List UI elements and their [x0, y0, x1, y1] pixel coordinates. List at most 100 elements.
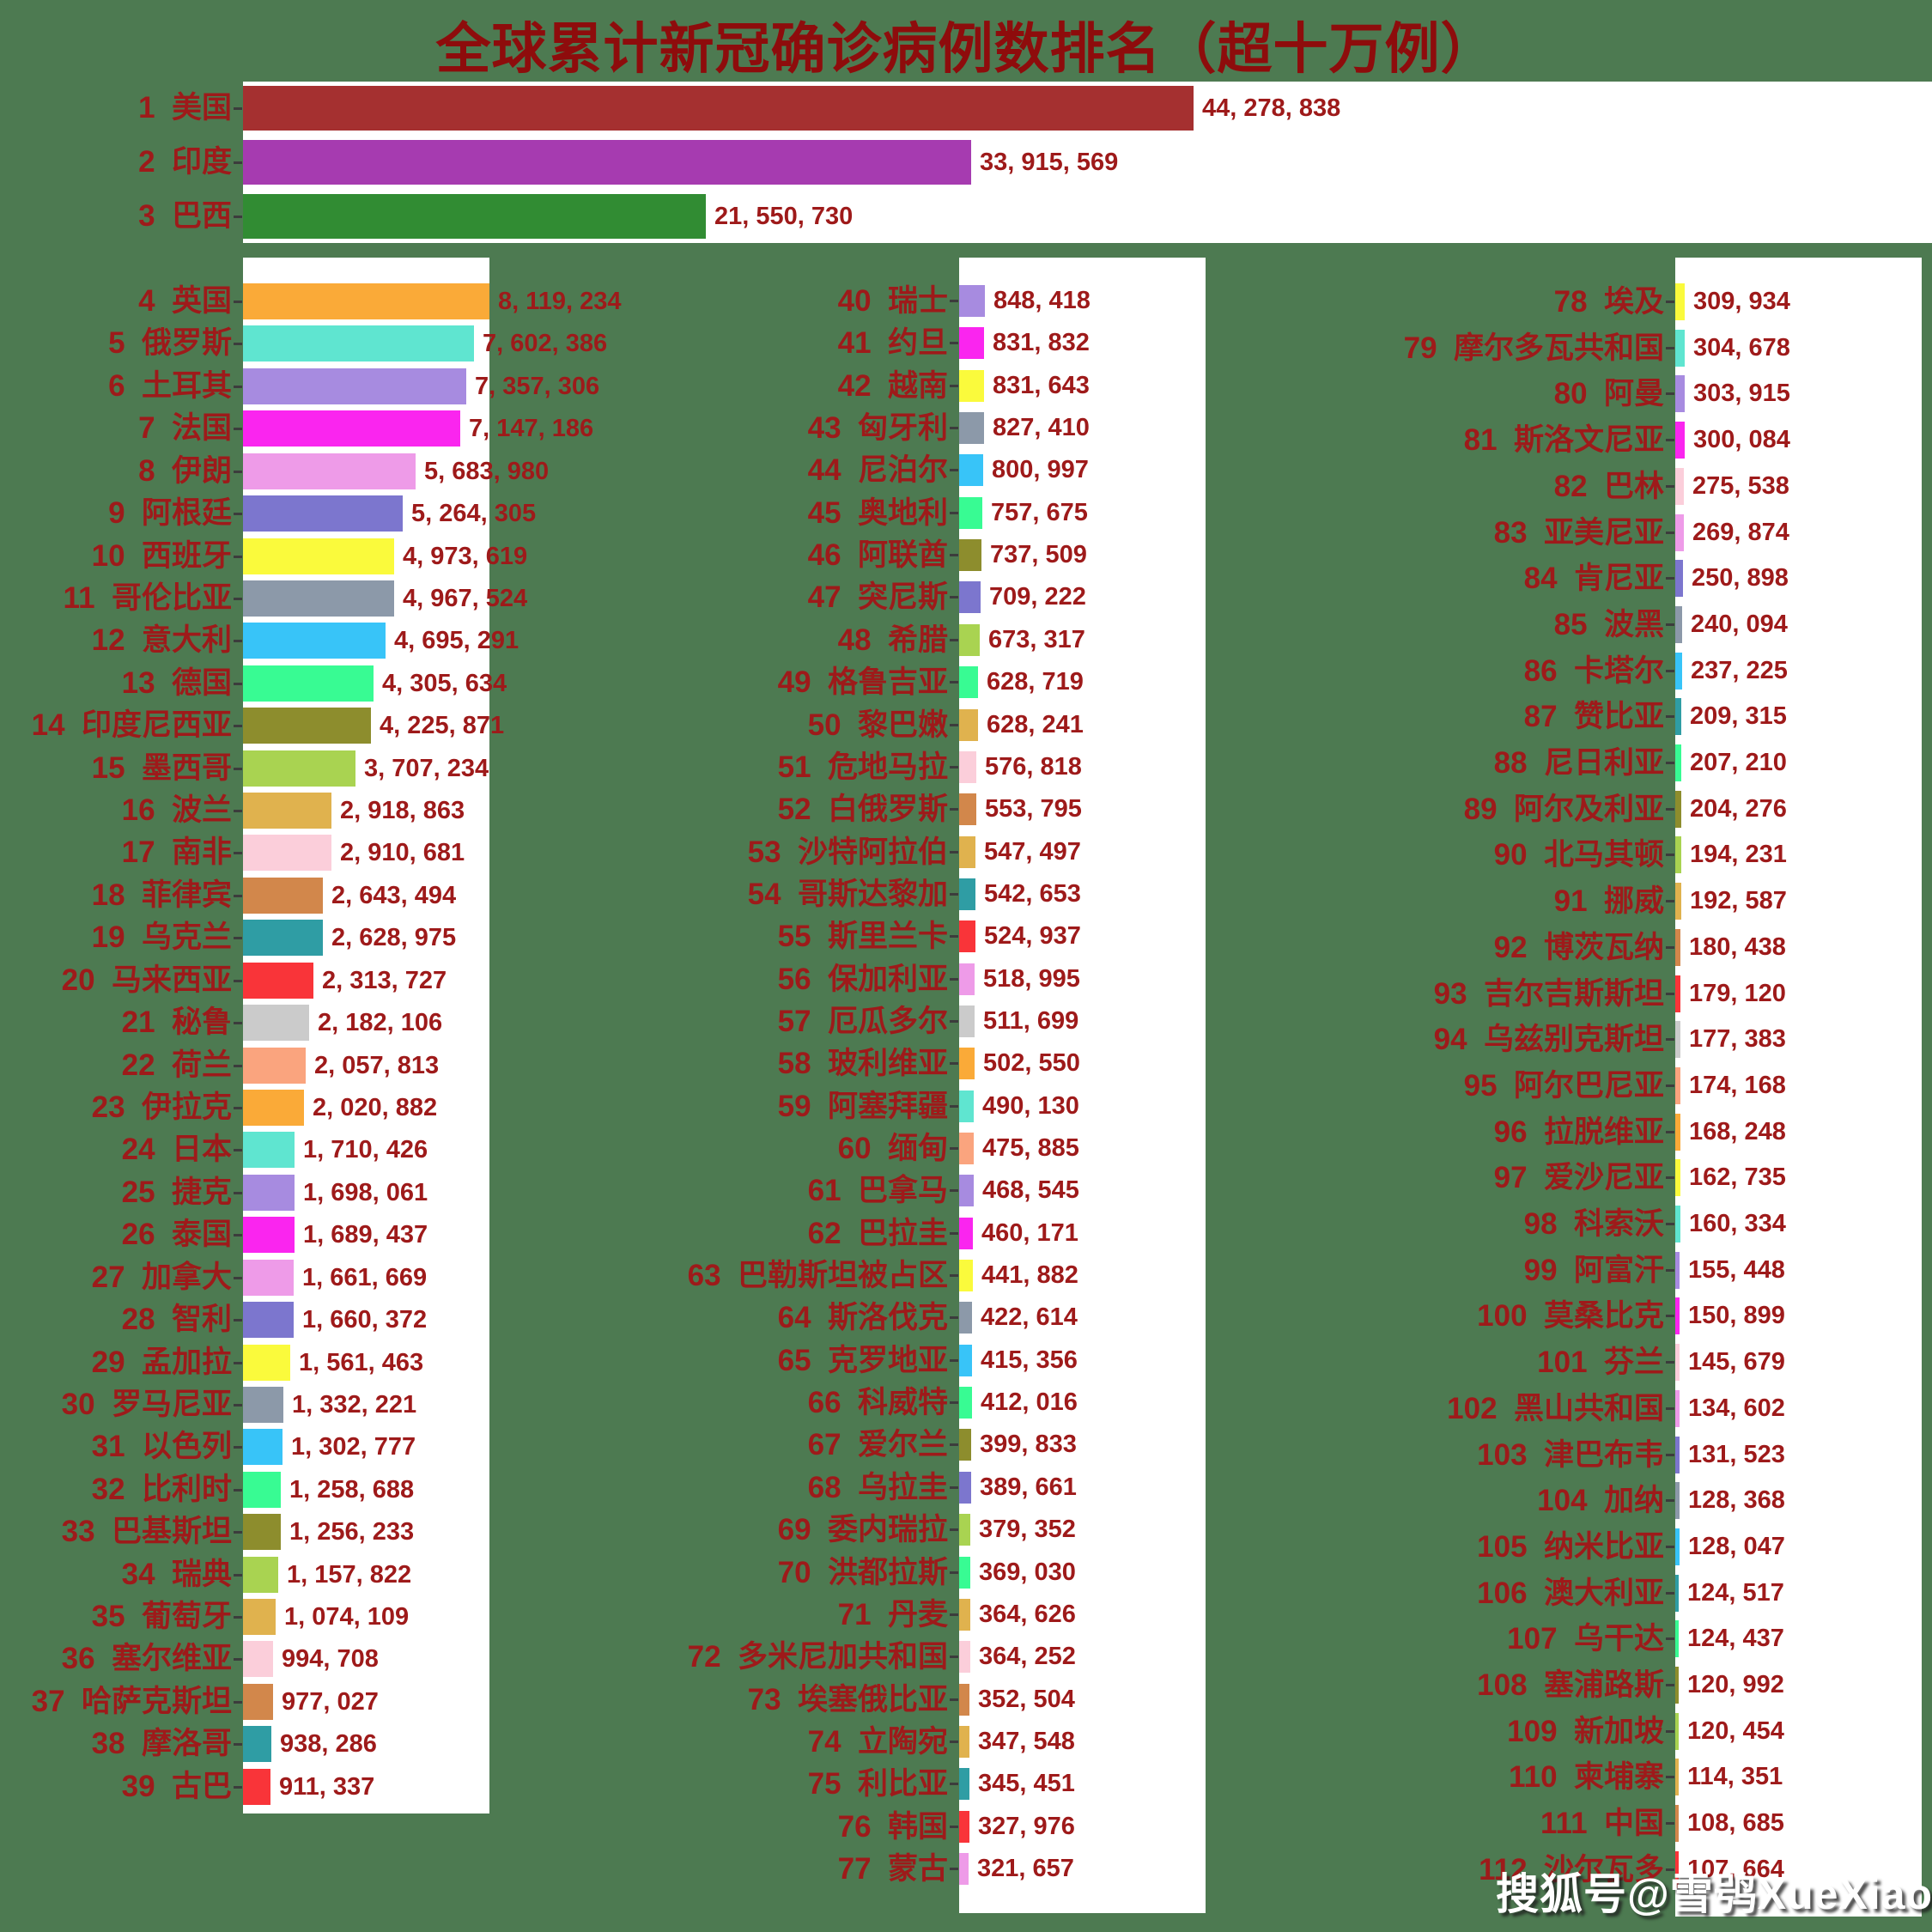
axis-tick: [1666, 1822, 1674, 1825]
axis-tick: [950, 1868, 958, 1870]
bar-label: 73 埃塞俄比亚: [747, 1683, 948, 1716]
axis-tick: [1666, 485, 1674, 488]
axis-tick: [950, 851, 958, 854]
axis-tick: [234, 216, 242, 218]
bar-label: 67 爱尔兰: [807, 1428, 948, 1461]
bar-value: 524, 937: [984, 922, 1081, 950]
bar-label: 58 玻利维亚: [777, 1047, 948, 1080]
bar-value: 192, 587: [1690, 887, 1787, 914]
bar: [1675, 375, 1685, 412]
bar-value: 4, 695, 291: [394, 627, 519, 654]
axis-tick: [234, 1786, 242, 1789]
bar: [243, 410, 460, 447]
bar-label: 14 印度尼西亚: [31, 708, 232, 742]
bar: [1675, 883, 1681, 920]
bar: [959, 1345, 972, 1376]
bar-label: 61 巴拿马: [807, 1174, 948, 1207]
axis-tick: [1666, 1131, 1674, 1133]
bar: [1675, 1805, 1679, 1842]
bar-label: 103 津巴布韦: [1477, 1438, 1664, 1472]
bar-value: 576, 818: [985, 753, 1082, 781]
axis-tick: [234, 1107, 242, 1109]
bar: [959, 1091, 974, 1122]
bar: [243, 1472, 281, 1508]
bar: [959, 370, 984, 402]
bar-value: 553, 795: [985, 795, 1082, 823]
bar-value: 2, 918, 863: [340, 797, 465, 824]
bar-label: 50 黎巴嫩: [807, 708, 948, 742]
axis-tick: [234, 1234, 242, 1236]
bar: [1675, 1713, 1679, 1750]
bar: [1675, 744, 1681, 781]
bar-label: 89 阿尔及利亚: [1463, 793, 1664, 826]
axis-tick: [234, 1404, 242, 1406]
bar: [243, 1641, 273, 1677]
bar-label: 19 乌克兰: [91, 920, 232, 954]
bar: [959, 1133, 974, 1164]
axis-tick: [1666, 1361, 1674, 1364]
axis-tick: [1666, 1730, 1674, 1733]
bar-label: 101 芬兰: [1537, 1346, 1664, 1379]
bar-value: 2, 910, 681: [340, 839, 465, 866]
bar: [243, 86, 1194, 131]
bar-value: 304, 678: [1693, 334, 1790, 361]
bar-value: 321, 657: [977, 1855, 1074, 1882]
axis-tick: [234, 107, 242, 110]
bar-label: 9 阿根廷: [108, 496, 232, 530]
axis-tick: [950, 724, 958, 726]
axis-tick: [950, 1020, 958, 1023]
bar-value: 160, 334: [1689, 1210, 1786, 1237]
bar: [959, 1684, 969, 1716]
bar-value: 120, 992: [1687, 1671, 1784, 1698]
bar-label: 10 西班牙: [91, 539, 232, 573]
bar-label: 107 乌干达: [1507, 1622, 1664, 1656]
bar-label: 95 阿尔巴尼亚: [1463, 1069, 1664, 1103]
bar: [1675, 1021, 1680, 1058]
bar-value: 180, 438: [1689, 933, 1786, 961]
bar-value: 4, 305, 634: [382, 670, 507, 697]
bar: [1675, 330, 1685, 367]
bar-value: 8, 119, 234: [498, 288, 622, 315]
bar-label: 104 加纳: [1537, 1484, 1664, 1517]
bar: [243, 1557, 278, 1593]
axis-tick: [1666, 1776, 1674, 1778]
bar: [959, 285, 985, 317]
bar: [243, 1005, 309, 1041]
axis-tick: [234, 980, 242, 982]
bar-value: 134, 602: [1688, 1394, 1785, 1422]
axis-tick: [950, 935, 958, 938]
axis-tick: [1666, 808, 1674, 811]
bar-label: 17 南非: [121, 835, 232, 869]
bar-label: 90 北马其顿: [1493, 838, 1664, 872]
bar: [959, 793, 976, 825]
watermark: 搜狐号@雪鸮XueXiao: [1496, 1870, 1932, 1918]
bar-label: 86 卡塔尔: [1523, 654, 1664, 688]
bar-label: 102 黑山共和国: [1447, 1392, 1664, 1425]
bar-value: 1, 660, 372: [302, 1306, 428, 1334]
axis-tick: [950, 978, 958, 981]
bar-label: 93 吉尔吉斯斯坦: [1433, 977, 1664, 1011]
axis-tick: [1666, 993, 1674, 995]
bar-label: 4 英国: [138, 284, 232, 318]
bar-label: 25 捷克: [121, 1176, 232, 1209]
bar-value: 2, 020, 882: [313, 1094, 438, 1121]
bar-value: 422, 614: [981, 1303, 1078, 1331]
bar-value: 2, 057, 813: [314, 1052, 440, 1079]
bar-value: 757, 675: [991, 499, 1088, 526]
axis-tick: [1666, 1454, 1674, 1456]
bar-label: 24 日本: [121, 1133, 232, 1166]
bar-value: 460, 171: [981, 1219, 1078, 1247]
axis-tick: [1666, 532, 1674, 534]
bar: [243, 1429, 283, 1465]
bar-value: 369, 030: [979, 1558, 1076, 1586]
bar-value: 155, 448: [1688, 1256, 1785, 1284]
bar-value: 33, 915, 569: [980, 149, 1119, 176]
bar-value: 128, 368: [1688, 1486, 1785, 1514]
bar: [243, 140, 971, 185]
bar: [959, 836, 975, 868]
bar-label: 11 哥伦比亚: [63, 581, 232, 615]
bar-value: 179, 120: [1689, 980, 1786, 1007]
axis-tick: [234, 1192, 242, 1194]
bar-label: 68 乌拉圭: [807, 1471, 948, 1504]
